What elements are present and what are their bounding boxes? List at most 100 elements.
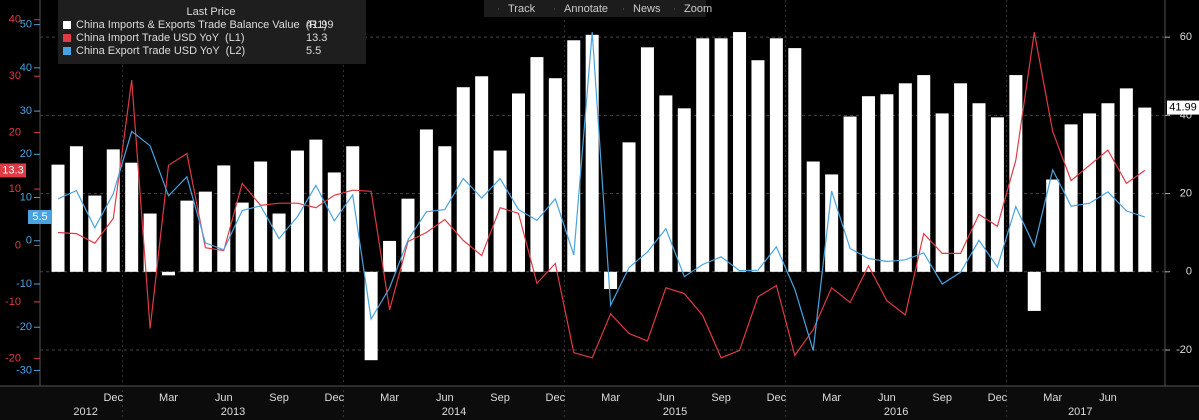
last-value-badge	[1167, 100, 1199, 115]
year-label: 2014	[442, 406, 466, 418]
y2-tick-label: -10	[16, 278, 32, 290]
bar	[769, 38, 783, 272]
x-axis-band	[0, 386, 1199, 420]
bar	[585, 34, 599, 272]
axes: 6040200-20403020100-10-2050403020100-10-…	[0, 14, 1199, 418]
bar	[1027, 271, 1041, 311]
toolbar: Track · Annotate · News · Zoom ·	[484, 0, 712, 17]
y2-tick-label: -20	[16, 321, 32, 333]
y2-tick-label: 30	[20, 105, 32, 117]
bar	[1046, 179, 1060, 272]
bar	[843, 116, 857, 272]
bar	[861, 96, 875, 272]
bar	[198, 191, 212, 272]
x-tick-label: Jun	[436, 392, 454, 404]
x-tick-label: Mar	[380, 392, 399, 404]
y2-tick-label: -30	[16, 364, 32, 376]
bar	[1101, 103, 1115, 272]
y2-tick-label: 40	[20, 62, 32, 74]
toolbar-button[interactable]: News	[633, 3, 661, 15]
year-label: 2017	[1068, 406, 1092, 418]
bar	[880, 94, 894, 272]
last-value-badge	[0, 163, 26, 178]
last-value-label: 5.5	[32, 211, 47, 223]
x-tick-label: Sep	[490, 392, 510, 404]
bar	[567, 40, 581, 272]
y3-tick-label: 60	[1180, 31, 1192, 43]
bar	[806, 161, 820, 272]
legend-swatch	[63, 21, 71, 29]
bar	[733, 32, 747, 272]
bar	[990, 117, 1004, 272]
bar	[751, 60, 765, 272]
y-tick-label: -10	[5, 296, 21, 308]
legend-value: 13.3	[306, 32, 327, 44]
bar	[309, 139, 323, 272]
bar	[180, 200, 194, 272]
toolbar-button[interactable]: Annotate	[564, 3, 608, 15]
x-tick-label: Dec	[546, 392, 566, 404]
bar	[327, 172, 341, 272]
y3-tick-label: 0	[1186, 266, 1192, 278]
bar	[1119, 88, 1133, 272]
x-tick-label: Sep	[711, 392, 731, 404]
bar	[659, 95, 673, 272]
bar	[917, 75, 931, 272]
y3-tick-label: 20	[1180, 187, 1192, 199]
legend-swatch	[63, 47, 71, 55]
bar	[254, 161, 268, 272]
bar	[106, 149, 120, 272]
y2-tick-label: 50	[20, 19, 32, 31]
legend-label: China Import Trade USD YoY (L1)	[76, 32, 245, 44]
x-tick-label: Jun	[215, 392, 233, 404]
bar	[714, 38, 728, 272]
year-label: 2012	[73, 406, 97, 418]
bar	[788, 48, 802, 272]
bar	[1064, 124, 1078, 272]
bar	[493, 150, 507, 272]
bar	[272, 213, 286, 272]
bar	[125, 162, 139, 272]
toolbar-button[interactable]: Zoom	[684, 3, 712, 15]
bar	[1138, 107, 1152, 272]
y-tick-label: -20	[5, 352, 21, 364]
bar	[548, 78, 562, 272]
bar	[677, 108, 691, 272]
bar	[954, 83, 968, 272]
legend-title: Last Price	[187, 6, 236, 18]
legend-value: 5.5	[306, 45, 321, 57]
bar	[512, 93, 525, 272]
toolbar-button[interactable]: Track	[508, 3, 536, 15]
year-label: 2013	[221, 406, 245, 418]
last-value-label: 41.99	[1169, 101, 1197, 113]
toolbar-bg	[484, 0, 706, 17]
x-tick-label: Mar	[822, 392, 841, 404]
legend-value: 41.99	[306, 19, 334, 31]
bar	[346, 146, 360, 272]
x-tick-label: Dec	[767, 392, 787, 404]
x-tick-label: Sep	[269, 392, 289, 404]
x-tick-label: Dec	[103, 392, 123, 404]
x-tick-label: Jun	[657, 392, 675, 404]
x-tick-label: Mar	[1043, 392, 1062, 404]
line	[57, 32, 1146, 359]
y-tick-label: 0	[15, 239, 21, 251]
x-tick-label: Dec	[988, 392, 1008, 404]
bar	[696, 38, 710, 272]
bar	[383, 240, 397, 272]
toolbar-icon: ·	[622, 3, 625, 13]
bar	[898, 83, 912, 272]
x-tick-label: Dec	[325, 392, 345, 404]
x-tick-label: Jun	[1099, 392, 1117, 404]
bar	[604, 271, 618, 290]
bar	[88, 195, 102, 272]
bar	[235, 202, 249, 272]
bar	[1083, 113, 1097, 272]
bar	[51, 164, 65, 272]
bar	[825, 174, 839, 272]
bar	[69, 146, 83, 272]
legend: Last Price China Imports & Exports Trade…	[58, 0, 366, 64]
last-value-badge	[28, 209, 52, 224]
y-tick-label: 20	[9, 127, 21, 139]
bar	[935, 113, 949, 272]
